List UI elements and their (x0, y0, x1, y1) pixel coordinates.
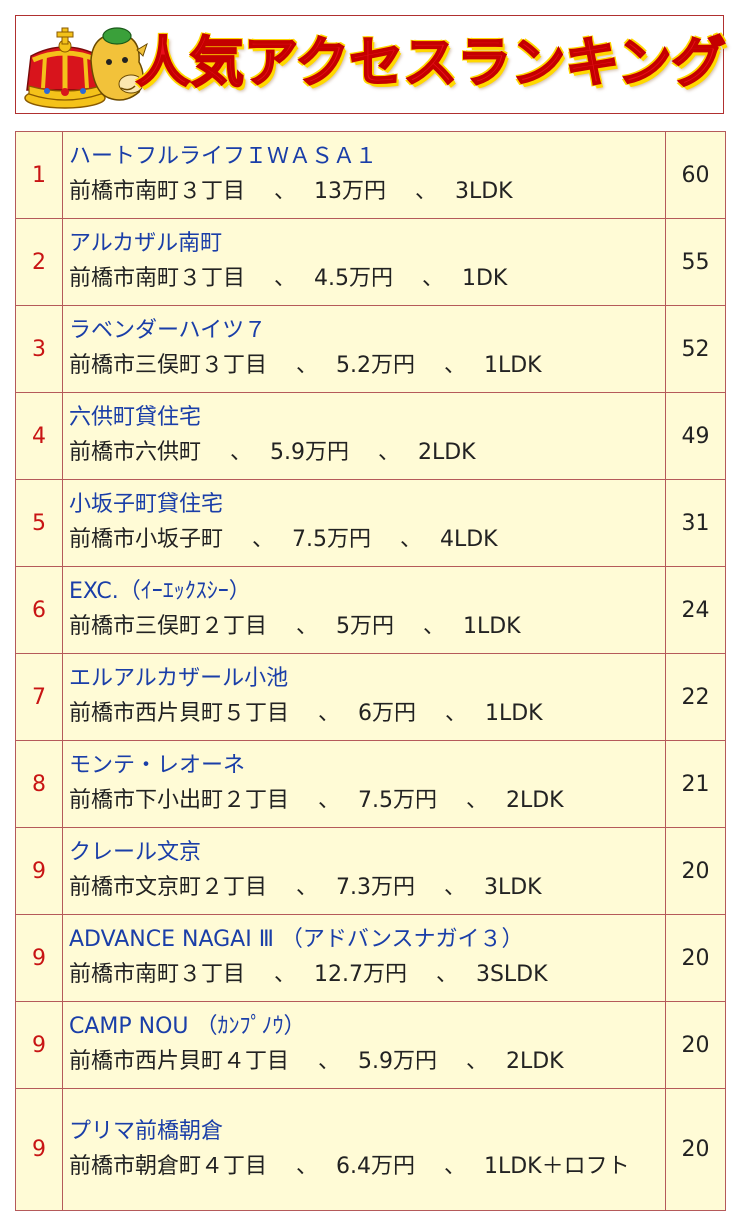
rank-number: 5 (15, 479, 63, 567)
ranking-row: 1 ハートフルライフＩＷＡＳＡ１ 前橋市南町３丁目 、 13万円 、 3LDK 60 (15, 131, 726, 219)
ranking-table: 1 ハートフルライフＩＷＡＳＡ１ 前橋市南町３丁目 、 13万円 、 3LDK 60 2… (15, 131, 726, 1211)
property-detail: 前橋市西片貝町４丁目 、 5.9万円 、 2LDK (69, 1049, 564, 1074)
access-count: 21 (665, 740, 726, 828)
property-name-link[interactable]: アルカザル南町 (69, 231, 223, 256)
access-count: 20 (665, 827, 726, 915)
property-name-link[interactable]: EXC.（ｲｰｴｯｸｽｼｰ） (69, 579, 251, 604)
ranking-row: 6 EXC.（ｲｰｴｯｸｽｼｰ） 前橋市三俣町２丁目 、 5万円 、 1LDK 24 (15, 566, 726, 654)
ranking-row: 3 ラベンダーハイツ７ 前橋市三俣町３丁目 、 5.2万円 、 1LDK 52 (15, 305, 726, 393)
ranking-row: 8 モンテ・レオーネ 前橋市下小出町２丁目 、 7.5万円 、 2LDK 21 (15, 740, 726, 828)
property-info: ADVANCE NAGAI Ⅲ （アドバンスナガイ３） 前橋市南町３丁目 、 12… (62, 914, 666, 1002)
property-name-link[interactable]: 六供町貸住宅 (69, 405, 202, 430)
rank-number: 9 (15, 1001, 63, 1089)
property-info: ラベンダーハイツ７ 前橋市三俣町３丁目 、 5.2万円 、 1LDK (62, 305, 666, 393)
property-detail: 前橋市三俣町２丁目 、 5万円 、 1LDK (69, 614, 521, 639)
access-count: 60 (665, 131, 726, 219)
property-detail: 前橋市六供町 、 5.9万円 、 2LDK (69, 440, 476, 465)
rank-number: 9 (15, 827, 63, 915)
access-count: 20 (665, 914, 726, 1002)
access-count: 20 (665, 1088, 726, 1211)
property-detail: 前橋市朝倉町４丁目 、 6.4万円 、 1LDK＋ロフト (69, 1153, 630, 1179)
access-count: 20 (665, 1001, 726, 1089)
rank-number: 4 (15, 392, 63, 480)
property-name-link[interactable]: エルアルカザール小池 (69, 666, 289, 691)
page-title: 人気アクセスランキング (135, 30, 727, 95)
property-detail: 前橋市南町３丁目 、 13万円 、 3LDK (69, 179, 513, 204)
ranking-row: 2 アルカザル南町 前橋市南町３丁目 、 4.5万円 、 1DK 55 (15, 218, 726, 306)
crowned-mascot-icon (24, 27, 148, 109)
property-detail: 前橋市文京町２丁目 、 7.3万円 、 3LDK (69, 875, 542, 900)
access-count: 24 (665, 566, 726, 654)
ranking-banner: 人気アクセスランキング (15, 15, 727, 114)
ranking-row: 9 ADVANCE NAGAI Ⅲ （アドバンスナガイ３） 前橋市南町３丁目 、 1… (15, 914, 726, 1002)
ranking-row: 5 小坂子町貸住宅 前橋市小坂子町 、 7.5万円 、 4LDK 31 (15, 479, 726, 567)
property-name-link[interactable]: ラベンダーハイツ７ (69, 318, 267, 343)
property-name-link[interactable]: CAMP NOU （ｶﾝﾌﾟﾉｳ） (69, 1014, 306, 1039)
property-detail: 前橋市小坂子町 、 7.5万円 、 4LDK (69, 527, 498, 552)
property-name-link[interactable]: ADVANCE NAGAI Ⅲ （アドバンスナガイ３） (69, 927, 524, 952)
ranking-row: 7 エルアルカザール小池 前橋市西片貝町５丁目 、 6万円 、 1LDK 22 (15, 653, 726, 741)
rank-number: 8 (15, 740, 63, 828)
access-count: 31 (665, 479, 726, 567)
property-name-link[interactable]: ハートフルライフＩＷＡＳＡ１ (69, 144, 378, 169)
property-info: プリマ前橋朝倉前橋市朝倉町４丁目 、 6.4万円 、 1LDK＋ロフト (62, 1088, 666, 1211)
property-name-link[interactable]: クレール文京 (69, 840, 202, 865)
property-name-link[interactable]: プリマ前橋朝倉 (69, 1118, 224, 1144)
ranking-row: 4 六供町貸住宅 前橋市六供町 、 5.9万円 、 2LDK 49 (15, 392, 726, 480)
rank-number: 1 (15, 131, 63, 219)
property-info: EXC.（ｲｰｴｯｸｽｼｰ） 前橋市三俣町２丁目 、 5万円 、 1LDK (62, 566, 666, 654)
access-count: 49 (665, 392, 726, 480)
rank-number: 3 (15, 305, 63, 393)
ranking-row: 9 CAMP NOU （ｶﾝﾌﾟﾉｳ） 前橋市西片貝町４丁目 、 5.9万円 、 2… (15, 1001, 726, 1089)
access-count: 55 (665, 218, 726, 306)
ranking-row: 9 プリマ前橋朝倉 前橋市朝倉町４丁目 、 6.4万円 、 1LDK＋ロフト 20 (15, 1088, 726, 1211)
property-info: アルカザル南町前橋市南町３丁目 、 4.5万円 、 1DK (62, 218, 666, 306)
access-count: 52 (665, 305, 726, 393)
property-info: 小坂子町貸住宅前橋市小坂子町 、 7.5万円 、 4LDK (62, 479, 666, 567)
property-detail: 前橋市三俣町３丁目 、 5.2万円 、 1LDK (69, 353, 542, 378)
property-info: モンテ・レオーネ前橋市下小出町２丁目 、 7.5万円 、 2LDK (62, 740, 666, 828)
property-detail: 前橋市下小出町２丁目 、 7.5万円 、 2LDK (69, 788, 564, 813)
property-info: ハートフルライフＩＷＡＳＡ１ 前橋市南町３丁目 、 13万円 、 3LDK (62, 131, 666, 219)
rank-number: 9 (15, 914, 63, 1002)
property-info: クレール文京前橋市文京町２丁目 、 7.3万円 、 3LDK (62, 827, 666, 915)
property-name-link[interactable]: 小坂子町貸住宅 (69, 492, 224, 517)
property-info: CAMP NOU （ｶﾝﾌﾟﾉｳ） 前橋市西片貝町４丁目 、 5.9万円 、 2L… (62, 1001, 666, 1089)
rank-number: 2 (15, 218, 63, 306)
property-info: 六供町貸住宅前橋市六供町 、 5.9万円 、 2LDK (62, 392, 666, 480)
property-info: エルアルカザール小池前橋市西片貝町５丁目 、 6万円 、 1LDK (62, 653, 666, 741)
ranking-row: 9 クレール文京 前橋市文京町２丁目 、 7.3万円 、 3LDK 20 (15, 827, 726, 915)
property-detail: 前橋市西片貝町５丁目 、 6万円 、 1LDK (69, 701, 543, 726)
rank-number: 7 (15, 653, 63, 741)
rank-number: 6 (15, 566, 63, 654)
property-detail: 前橋市南町３丁目 、 12.7万円 、 3SLDK (69, 962, 548, 987)
access-count: 22 (665, 653, 726, 741)
property-name-link[interactable]: モンテ・レオーネ (69, 753, 246, 778)
rank-number: 9 (15, 1088, 63, 1211)
property-detail: 前橋市南町３丁目 、 4.5万円 、 1DK (69, 266, 508, 291)
